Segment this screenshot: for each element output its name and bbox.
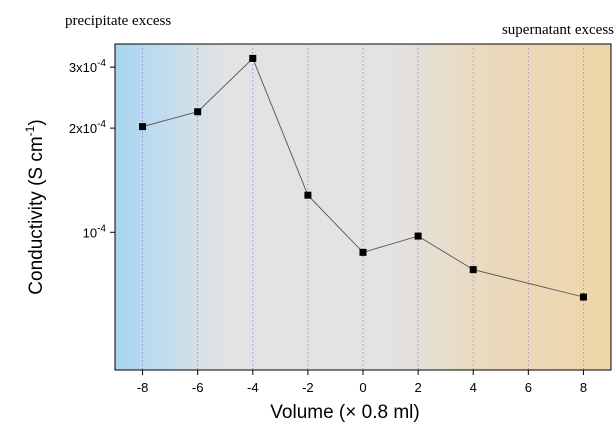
data-point xyxy=(304,191,312,199)
data-point xyxy=(194,108,202,116)
x-axis-label: Volume (× 0.8 ml) xyxy=(270,402,419,423)
data-point xyxy=(469,266,477,274)
x-tick-label: 0 xyxy=(359,380,366,395)
x-tick-label: 2 xyxy=(414,380,421,395)
data-point xyxy=(139,123,147,131)
x-axis: -8 -6 -4 -2 0 2 4 6 8 xyxy=(137,370,587,395)
annotation-precipitate-excess: precipitate excess xyxy=(65,13,171,29)
y-axis-label: Conductivity (S cm-1) xyxy=(23,119,47,294)
series-line xyxy=(142,57,584,298)
data-point xyxy=(359,248,367,256)
plot-background xyxy=(114,43,612,371)
data-point xyxy=(579,293,587,301)
y-tick-label: 2x10-4 xyxy=(69,119,107,136)
annotation-supernatant-excess: supernatant excess xyxy=(502,22,614,38)
data-point xyxy=(249,54,257,62)
x-tick-label: 6 xyxy=(525,380,532,395)
series-markers xyxy=(139,54,587,301)
y-tick-label: 3x10-4 xyxy=(69,58,107,75)
data-point xyxy=(414,232,422,240)
y-axis: 10-4 2x10-4 3x10-4 xyxy=(69,58,115,240)
x-tick-label: 4 xyxy=(470,380,477,395)
y-tick-label: 10-4 xyxy=(83,223,107,240)
x-tick-label: -2 xyxy=(302,380,314,395)
x-tick-label: 8 xyxy=(580,380,587,395)
x-tick-label: -4 xyxy=(247,380,259,395)
x-tick-label: -8 xyxy=(137,380,149,395)
x-tick-label: -6 xyxy=(192,380,204,395)
